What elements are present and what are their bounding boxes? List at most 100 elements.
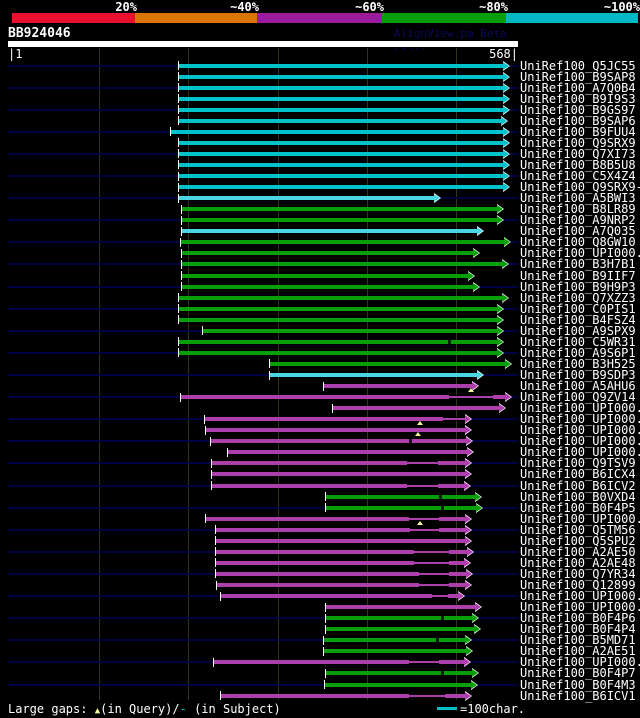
alignment-bar[interactable] (326, 494, 476, 499)
alignment-bar[interactable] (333, 406, 500, 411)
alignment-bar[interactable] (324, 638, 466, 643)
hit-accession-label[interactable]: UniRef100_A7Q035 (520, 224, 636, 239)
alignment-bar[interactable] (326, 616, 473, 621)
hit-accession-label[interactable]: UniRef100_Q9ZV14 (520, 390, 636, 405)
alignment-bar[interactable] (216, 571, 467, 576)
hit-accession-label[interactable]: UniRef100_Q7XI73 (520, 146, 636, 161)
hit-accession-label[interactable]: UniRef100_B6ICX4 (520, 467, 636, 482)
alignment-bar[interactable] (325, 682, 472, 687)
alignment-bar[interactable] (216, 549, 468, 554)
alignment-bar[interactable] (326, 605, 476, 610)
hit-accession-label[interactable]: UniRef100_UPI000.. (520, 589, 640, 604)
alignment-bar[interactable] (206, 428, 466, 433)
hit-accession-label[interactable]: UniRef100_B9H9P3 (520, 279, 636, 294)
hit-accession-label[interactable]: UniRef100_A7Q0B4 (520, 80, 636, 95)
alignment-bar[interactable] (216, 538, 466, 543)
alignment-bar[interactable] (179, 306, 498, 311)
alignment-bar[interactable] (181, 395, 506, 400)
hit-accession-label[interactable]: UniRef100_B0VXD4 (520, 489, 636, 504)
alignment-bar[interactable] (326, 627, 475, 632)
hit-accession-label[interactable]: UniRef100_UPI000.. (520, 401, 640, 416)
hit-accession-label[interactable]: UniRef100_Q12899 (520, 578, 636, 593)
hit-accession-label[interactable]: UniRef100_Q7YR34 (520, 566, 636, 581)
alignment-bar[interactable] (182, 229, 478, 234)
alignment-bar[interactable] (179, 85, 504, 90)
alignment-bar[interactable] (179, 63, 504, 68)
hit-accession-label[interactable]: UniRef100_C5X4Z4 (520, 169, 636, 184)
alignment-bar[interactable] (203, 328, 498, 333)
alignment-bar[interactable] (179, 317, 498, 322)
hit-accession-label[interactable]: UniRef100_B3H525 (520, 356, 636, 371)
hit-accession-label[interactable]: UniRef100_B4FSZ4 (520, 312, 636, 327)
hit-accession-label[interactable]: UniRef100_B9SDP3 (520, 368, 636, 382)
hit-accession-label[interactable]: UniRef100_UPI000.. (520, 445, 640, 460)
hit-accession-label[interactable]: UniRef100_Q7XZZ3 (520, 290, 636, 305)
alignment-bar[interactable] (179, 140, 504, 145)
hit-accession-label[interactable]: UniRef100_C0PIS1 (520, 301, 636, 316)
alignment-bar[interactable] (212, 472, 466, 477)
alignment-bar[interactable] (212, 483, 465, 488)
hit-accession-label[interactable]: UniRef100_UPI000.. (520, 434, 640, 449)
hit-accession-label[interactable]: UniRef100_B5MD71 (520, 633, 636, 648)
hit-accession-label[interactable]: UniRef100_UPI000.. (520, 655, 640, 670)
hit-accession-label[interactable]: UniRef100_B9FUU4 (520, 124, 636, 139)
alignment-bar[interactable] (211, 439, 467, 444)
hit-accession-label[interactable]: UniRef100_C5WR31 (520, 334, 636, 349)
hit-accession-label[interactable]: UniRef100_A9SPX9 (520, 323, 636, 338)
hit-accession-label[interactable]: UniRef100_B9SAP6 (520, 113, 636, 128)
alignment-bar[interactable] (179, 96, 504, 101)
alignment-bar[interactable] (324, 384, 473, 389)
hit-accession-label[interactable]: UniRef100_Q9TSV9 (520, 456, 636, 471)
hit-accession-label[interactable]: UniRef100_B9SAP8 (520, 69, 636, 84)
hit-accession-label[interactable]: UniRef100_B8B5U8 (520, 157, 636, 172)
alignment-bar[interactable] (182, 207, 498, 212)
hit-accession-label[interactable]: UniRef100_UPI000.. (520, 423, 640, 438)
hit-accession-label[interactable]: UniRef100_A9NRP2 (520, 213, 636, 228)
alignment-bar[interactable] (205, 417, 466, 422)
alignment-bar[interactable] (179, 162, 504, 167)
hit-accession-label[interactable]: UniRef100_B0F4M3 (520, 677, 636, 692)
alignment-bar[interactable] (179, 295, 503, 300)
hit-accession-label[interactable]: UniRef100_B6ICV1 (520, 688, 636, 703)
alignment-bar[interactable] (171, 129, 504, 134)
alignment-bar[interactable] (179, 185, 504, 190)
hit-accession-label[interactable]: UniRef100_Q5SPU2 (520, 533, 636, 548)
alignment-bar[interactable] (179, 74, 504, 79)
hit-accession-label[interactable]: UniRef100_B0F4P5 (520, 500, 636, 515)
alignment-bar[interactable] (324, 649, 467, 654)
hit-accession-label[interactable]: UniRef100_UPI000.. (520, 600, 640, 615)
hit-accession-label[interactable]: UniRef100_A9S6P1 (520, 345, 636, 360)
alignment-bar[interactable] (206, 516, 466, 521)
alignment-bar[interactable] (214, 660, 465, 665)
alignment-bar[interactable] (182, 262, 503, 267)
hit-accession-label[interactable]: UniRef100_B8LR89 (520, 202, 636, 217)
hit-accession-label[interactable]: UniRef100_UPI000.. (520, 412, 640, 427)
hit-accession-label[interactable]: UniRef100_B6ICV2 (520, 478, 636, 493)
hit-accession-label[interactable]: UniRef100_A2AE48 (520, 555, 636, 570)
alignment-bar[interactable] (179, 174, 504, 179)
alignment-bar[interactable] (182, 218, 498, 223)
alignment-bar[interactable] (181, 240, 505, 245)
alignment-bar[interactable] (221, 693, 466, 698)
alignment-bar[interactable] (216, 527, 466, 532)
alignment-bar[interactable] (182, 273, 469, 278)
hit-accession-label[interactable]: UniRef100_A5BWI3 (520, 191, 636, 206)
hit-accession-label[interactable]: UniRef100_B0F4P7 (520, 666, 636, 681)
hit-accession-label[interactable]: UniRef100_Q9SRX9-2 (520, 180, 640, 195)
alignment-bar[interactable] (228, 450, 468, 455)
hit-accession-label[interactable]: UniRef100_B0F4P6 (520, 611, 636, 626)
hit-accession-label[interactable]: UniRef100_A2AE51 (520, 644, 636, 659)
alignment-bar[interactable] (216, 560, 465, 565)
alignment-bar[interactable] (326, 671, 473, 676)
hit-accession-label[interactable]: UniRef100_A2AE50 (520, 544, 636, 559)
hit-accession-label[interactable]: UniRef100_Q5TM56 (520, 522, 636, 537)
alignment-bar[interactable] (217, 583, 466, 588)
alignment-bar[interactable] (270, 373, 478, 377)
alignment-bar[interactable] (182, 251, 474, 256)
hit-accession-label[interactable]: UniRef100_Q8GW10 (520, 235, 636, 250)
alignment-bar[interactable] (179, 339, 498, 344)
hit-accession-label[interactable]: UniRef100_UPI000.. (520, 511, 640, 526)
alignment-bar[interactable] (179, 350, 498, 355)
hit-accession-label[interactable]: UniRef100_A5AHU6 (520, 379, 636, 394)
hit-accession-label[interactable]: UniRef100_B9IIF7 (520, 268, 636, 283)
